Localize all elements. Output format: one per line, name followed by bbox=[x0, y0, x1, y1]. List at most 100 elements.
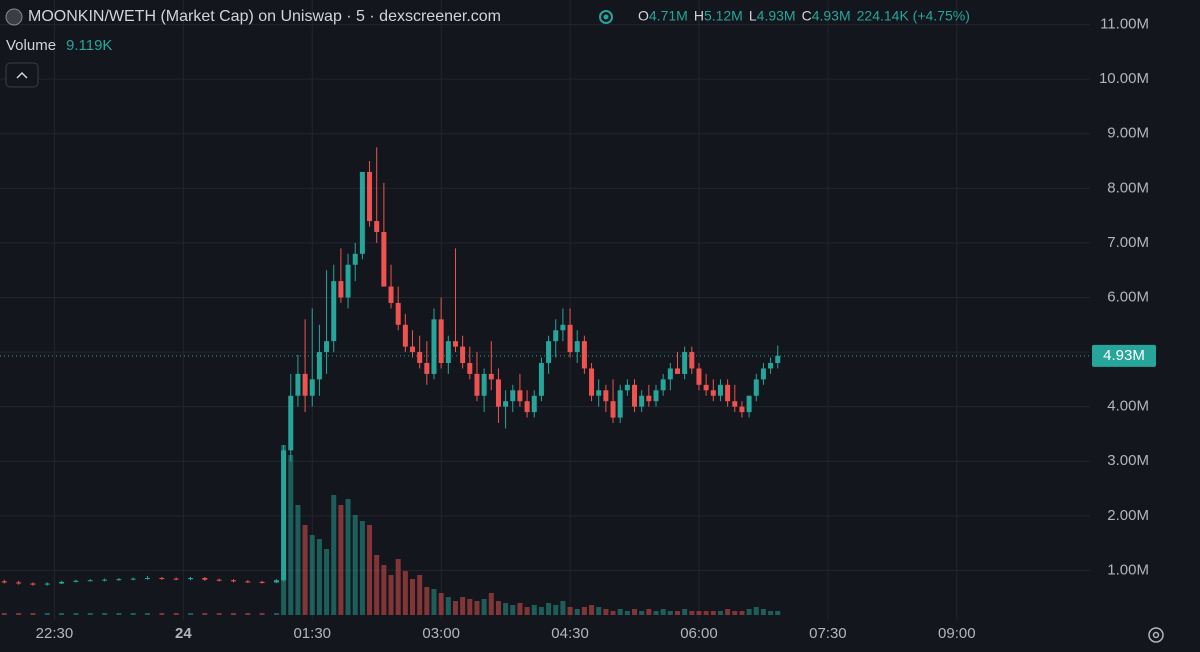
volume-bar bbox=[1, 613, 7, 615]
volume-bar bbox=[302, 525, 308, 615]
volume-bar bbox=[431, 589, 437, 615]
candle-body bbox=[352, 253, 358, 265]
x-tick-label: 07:30 bbox=[809, 625, 847, 642]
volume-bar bbox=[574, 609, 580, 615]
candle-body bbox=[359, 171, 365, 254]
candle-body bbox=[316, 352, 322, 380]
legend-value: 4.71M bbox=[649, 8, 688, 24]
x-tick-label: 06:00 bbox=[680, 625, 718, 642]
volume-bar bbox=[331, 495, 337, 615]
volume-bar bbox=[732, 611, 738, 615]
volume-bar bbox=[725, 609, 731, 615]
candle-body bbox=[596, 390, 602, 396]
volume-bar bbox=[753, 607, 759, 615]
candle-body bbox=[187, 578, 193, 580]
chart-title: MOONKIN/WETH (Market Cap) on Uniswap · 5… bbox=[28, 8, 501, 25]
candle-body bbox=[746, 395, 752, 413]
candle-body bbox=[1, 581, 7, 583]
volume-bar bbox=[309, 535, 315, 615]
volume-bar bbox=[130, 613, 136, 615]
candle-body bbox=[574, 341, 580, 353]
volume-bar bbox=[359, 521, 365, 615]
candle-body bbox=[173, 578, 179, 580]
candle-body bbox=[560, 324, 566, 331]
y-tick-label: 8.00M bbox=[1107, 179, 1149, 196]
x-tick-label: 04:30 bbox=[551, 625, 589, 642]
volume-bar bbox=[696, 611, 702, 615]
candle-body bbox=[768, 362, 774, 369]
candle-body bbox=[73, 580, 79, 582]
candle-body bbox=[524, 401, 530, 413]
volume-bar bbox=[159, 613, 165, 615]
candle-body bbox=[617, 390, 623, 418]
volume-bar bbox=[338, 505, 344, 615]
gear-hub bbox=[1152, 631, 1160, 639]
volume-bar bbox=[689, 611, 695, 615]
candle-body bbox=[245, 581, 251, 583]
legend-key: H bbox=[694, 8, 704, 24]
volume-bar bbox=[703, 611, 709, 615]
candle-body bbox=[288, 395, 294, 451]
last-price-label: 4.93M bbox=[1103, 347, 1145, 364]
volume-bar bbox=[30, 613, 36, 615]
volume-bar bbox=[187, 613, 193, 615]
candle-body bbox=[216, 579, 222, 581]
candle-body bbox=[632, 384, 638, 407]
candle-body bbox=[309, 379, 315, 396]
volume-bar bbox=[596, 607, 602, 615]
chevron-icon bbox=[16, 71, 28, 79]
candle-body bbox=[130, 578, 136, 580]
candle-body bbox=[374, 221, 380, 232]
legend-key: C bbox=[802, 8, 812, 24]
y-tick-label: 4.00M bbox=[1107, 398, 1149, 415]
volume-bar bbox=[717, 611, 723, 615]
volume-bar bbox=[245, 613, 251, 615]
gear-ring bbox=[1148, 627, 1164, 643]
candle-body bbox=[503, 401, 509, 407]
legend-key: L bbox=[749, 8, 757, 24]
candle-body bbox=[610, 401, 616, 418]
volume-bar bbox=[639, 611, 645, 615]
candle-body bbox=[438, 319, 444, 363]
y-tick-label: 11.00M bbox=[1100, 16, 1149, 33]
candle-body bbox=[302, 373, 308, 396]
y-tick-label: 6.00M bbox=[1107, 288, 1149, 305]
candle-body bbox=[753, 379, 759, 396]
volume-bar bbox=[495, 601, 501, 615]
volume-bar bbox=[352, 515, 358, 615]
volume-bar bbox=[517, 603, 523, 615]
volume-bar bbox=[560, 601, 566, 615]
volume-bar bbox=[553, 605, 559, 615]
y-tick-label: 10.00M bbox=[1099, 70, 1149, 87]
volume-bar bbox=[417, 575, 423, 615]
candle-body bbox=[538, 362, 544, 396]
volume-bar bbox=[230, 613, 236, 615]
volume-bar bbox=[510, 605, 516, 615]
volume-bar bbox=[216, 613, 222, 615]
settings-icon[interactable] bbox=[1148, 627, 1164, 643]
volume-bar bbox=[481, 599, 487, 615]
candle-body bbox=[59, 581, 65, 584]
volume-bar bbox=[746, 609, 752, 615]
candle-body bbox=[624, 384, 630, 391]
candle-body bbox=[682, 352, 688, 374]
candle-body bbox=[725, 384, 731, 402]
volume-bar bbox=[87, 613, 93, 615]
volume-bar bbox=[73, 613, 79, 615]
volume-bar bbox=[116, 613, 122, 615]
candle-body bbox=[159, 578, 165, 580]
legend-change: 224.14K (+4.75%) bbox=[857, 8, 970, 24]
candle-body bbox=[732, 401, 738, 407]
candle-body bbox=[553, 330, 559, 342]
candle-body bbox=[589, 368, 595, 396]
y-tick-label: 3.00M bbox=[1107, 452, 1149, 469]
volume-bar bbox=[682, 609, 688, 615]
collapse-button[interactable] bbox=[5, 62, 39, 88]
candle-body bbox=[331, 281, 337, 342]
candle-body bbox=[424, 362, 430, 374]
candle-body bbox=[452, 341, 458, 347]
volume-bar bbox=[173, 613, 179, 615]
volume-bar bbox=[488, 593, 494, 615]
x-tick-label: 24 bbox=[175, 625, 192, 642]
